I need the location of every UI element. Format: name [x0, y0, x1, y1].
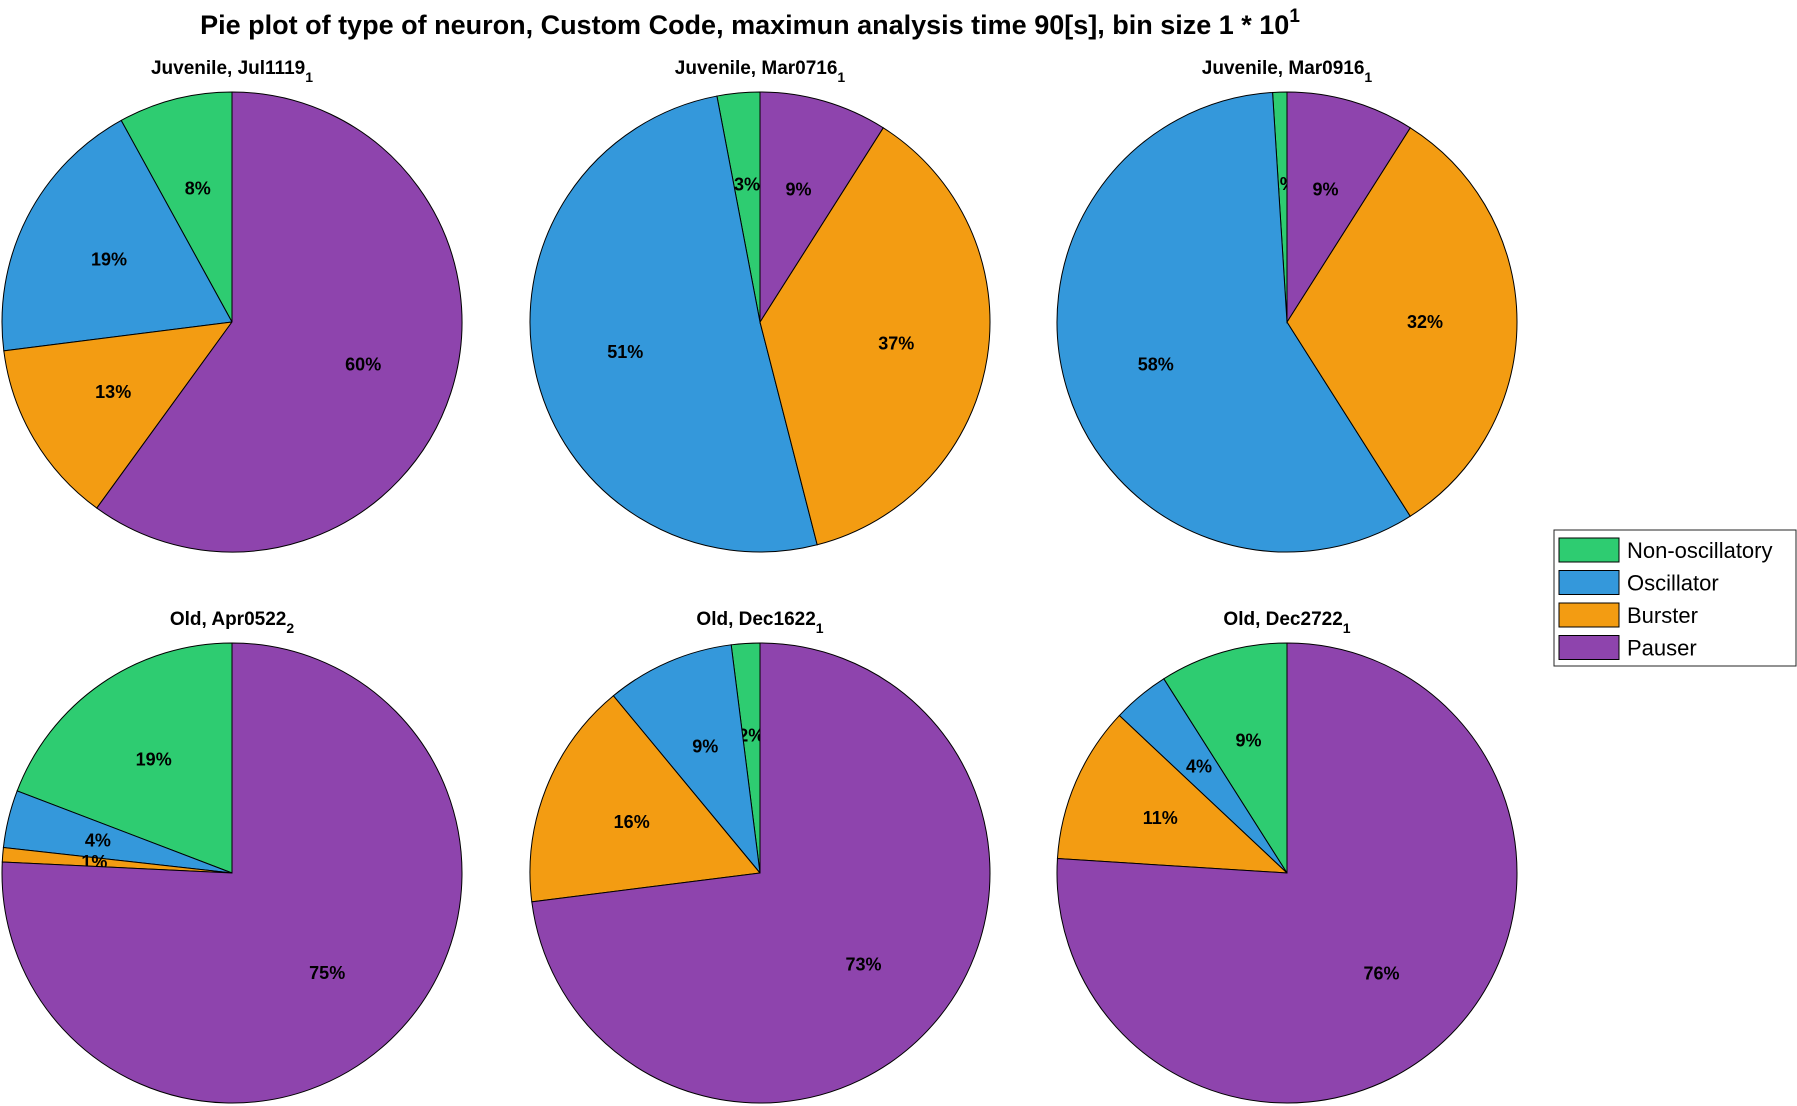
- pie-grid: Juvenile, Jul11191 8% 19% 13% 60% Juvenile, M…: [1, 58, 1518, 1104]
- slice-percent-label: 60%: [345, 355, 381, 375]
- pie-title: Juvenile, Jul11191: [151, 58, 313, 85]
- slice-percent-label: 16%: [614, 812, 650, 832]
- pie-slice-pauser: [96, 91, 463, 553]
- slice-percent-label: 51%: [607, 342, 643, 362]
- pie-slice-pauser: [1286, 91, 1411, 324]
- pie-slice-non-oscillatory: [16, 642, 233, 874]
- pie-slice-non-oscillatory: [1163, 642, 1288, 875]
- pie-slice-burster: [529, 695, 761, 903]
- pie-title: Juvenile, Mar09161: [1202, 58, 1373, 85]
- pie-slice-oscillator: [529, 95, 818, 553]
- slice-percent-label: 19%: [91, 249, 127, 269]
- pie-title: Old, Dec27221: [1223, 609, 1350, 636]
- legend-swatch-oscillator: [1558, 570, 1620, 595]
- slice-percent-label: 73%: [845, 954, 881, 974]
- slice-percent-label: 4%: [1186, 757, 1212, 777]
- pie-slice-non-oscillatory: [120, 91, 233, 323]
- pie-title: Old, Apr05222: [170, 609, 295, 636]
- slice-percent-label: 58%: [1138, 355, 1174, 375]
- pie-slice-pauser: [1056, 642, 1518, 1104]
- pie-slice-pauser: [1, 642, 463, 1104]
- slice-percent-label: 9%: [1312, 180, 1338, 200]
- legend-label-pauser: Pauser: [1627, 636, 1697, 661]
- pie-1: Juvenile, Jul11191 8% 19% 13% 60%: [1, 58, 463, 553]
- legend-swatch-burster: [1558, 602, 1620, 628]
- slice-percent-label: 75%: [309, 963, 345, 983]
- slice-percent-label: 37%: [878, 334, 914, 354]
- pie-title: Juvenile, Mar07161: [675, 58, 846, 85]
- pie-slice-oscillator: [1056, 91, 1411, 553]
- slice-percent-label: 11%: [1143, 808, 1178, 828]
- slice-percent-label: 13%: [95, 382, 131, 402]
- slice-percent-label: 19%: [136, 749, 172, 769]
- pie-slice-oscillator: [1, 119, 233, 352]
- legend-label-non-oscillatory: Non-oscillatory: [1627, 538, 1773, 563]
- pie-slice-burster: [1286, 127, 1518, 517]
- pie-slice-burster: [1056, 714, 1289, 874]
- slice-percent-label: 4%: [85, 831, 111, 851]
- legend-swatch-pauser: [1558, 635, 1620, 660]
- slice-percent-label: 3%: [734, 175, 760, 195]
- slice-percent-label: 32%: [1407, 312, 1443, 332]
- slice-percent-label: 8%: [185, 178, 211, 198]
- pie-slice-oscillator: [612, 644, 761, 875]
- slice-percent-label: 9%: [692, 736, 718, 756]
- legend: Non-oscillatory Oscillator Burster Pauser: [1553, 529, 1797, 667]
- pie-slice-pauser: [759, 91, 884, 324]
- slice-percent-label: 76%: [1363, 964, 1399, 984]
- pie-6: Old, Dec27221 9% 4% 11% 76%: [1056, 609, 1518, 1104]
- legend-swatch-non-oscillatory: [1558, 537, 1620, 563]
- slice-percent-label: 9%: [785, 180, 811, 200]
- slice-percent-label: 2%: [738, 725, 764, 745]
- pie-title: Old, Dec16221: [696, 609, 823, 636]
- legend-label-oscillator: Oscillator: [1627, 571, 1719, 596]
- pie-slice-pauser: [531, 642, 991, 1104]
- pie-2: Juvenile, Mar07161 3% 51% 37% 9%: [529, 58, 991, 553]
- figure-title: Pie plot of type of neuron, Custom Code,…: [200, 6, 1300, 40]
- slice-percent-label: 9%: [1235, 731, 1261, 751]
- pie-slice-burster: [3, 321, 234, 509]
- legend-label-burster: Burster: [1627, 603, 1698, 628]
- pie-5: Old, Dec16221 2% 9% 16% 73%: [529, 609, 991, 1104]
